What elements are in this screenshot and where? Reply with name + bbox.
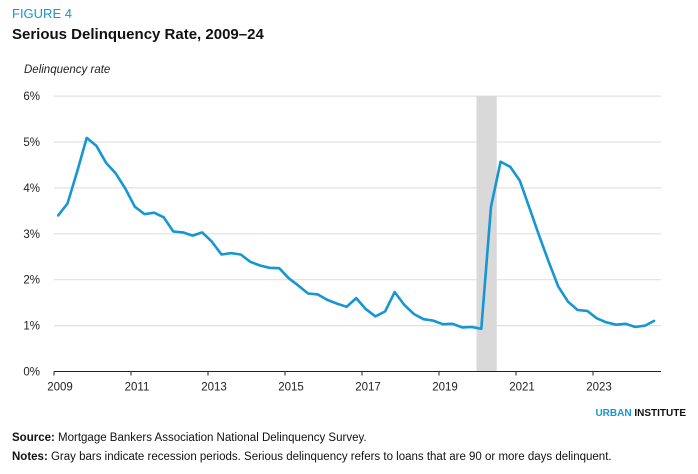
data-point [143,213,146,215]
x-tick-label: 2009 [47,382,73,394]
data-point [66,202,69,205]
data-point [85,137,88,139]
data-point [172,230,175,233]
data-point [336,302,338,305]
figure-label: FIGURE 4 [12,6,72,21]
data-point [499,160,502,163]
data-point [605,321,608,324]
x-tick-label: 2015 [278,382,304,394]
data-point [538,234,540,237]
data-point [432,319,435,322]
data-point [153,211,155,214]
data-point [316,293,319,296]
data-point [249,260,252,263]
data-point [105,161,107,164]
x-tick-label: 2017 [355,382,381,394]
x-tick-label: 2011 [125,382,150,394]
chart-title: Serious Delinquency Rate, 2009–24 [12,26,264,43]
notes: Notes: Gray bars indicate recession peri… [12,451,612,463]
data-point [519,179,521,182]
x-tick-label: 2019 [432,382,458,394]
data-point [124,187,127,190]
data-point [576,309,579,311]
brand-logo: URBAN INSTITUTE [595,408,686,419]
y-tick-label: 4% [23,183,40,195]
data-point [557,285,560,288]
data-point [182,231,184,234]
data-point [470,326,473,328]
data-point [326,299,329,301]
data-point [239,253,242,256]
data-point [596,317,598,320]
x-tick-label: 2013 [201,382,227,394]
y-tick-label: 1% [23,321,40,333]
data-point [191,234,194,237]
data-point [384,310,386,313]
data-point [278,267,281,270]
data-point [201,231,204,234]
brand-institute: INSTITUTE [634,408,686,419]
data-point [365,308,367,310]
brand-urban: URBAN [595,408,632,419]
data-point [374,315,377,318]
x-tick-label: 2023 [586,382,612,394]
data-point [355,297,358,299]
data-point [403,304,406,306]
data-point [162,216,165,219]
data-point [288,277,290,280]
data-point [307,292,309,295]
y-tick-label: 2% [23,275,40,287]
y-tick-label: 3% [23,229,40,241]
data-point [134,205,136,208]
data-point [567,300,569,303]
y-tick-label: 0% [23,367,40,379]
data-point [211,240,213,243]
data-point [644,324,646,327]
data-point [624,322,627,325]
data-point [509,165,512,168]
data-point [547,260,550,263]
data-point [634,326,637,328]
data-point [345,305,348,308]
data-point [615,323,617,326]
recession-bar [476,96,497,372]
data-point [95,144,98,147]
data-point [393,291,396,293]
data-point [451,322,454,325]
data-point [114,172,117,175]
notes-label: Notes: [12,451,48,463]
data-point [268,266,271,269]
data-point [259,264,261,267]
data-point [461,326,463,329]
data-point [57,215,59,217]
source-note: Source: Mortgage Bankers Association Nat… [12,432,367,444]
data-point [490,205,492,208]
source-label: Source: [12,432,55,444]
data-point [653,319,656,322]
y-tick-label: 5% [23,137,40,149]
y-axis-label: Delinquency rate [24,64,111,76]
data-point [586,310,589,312]
data-point [442,323,444,326]
data-point [230,252,232,254]
x-tick-label: 2021 [509,382,535,394]
data-point [422,318,425,320]
data-point [480,328,483,330]
y-tick-label: 6% [23,91,40,103]
notes-text: Gray bars indicate recession periods. Se… [50,451,612,463]
data-point [297,284,300,287]
data-point [220,253,223,256]
source-text: Mortgage Bankers Association National De… [58,432,367,444]
data-point [76,171,78,173]
data-point [528,207,531,209]
data-point [413,313,415,315]
